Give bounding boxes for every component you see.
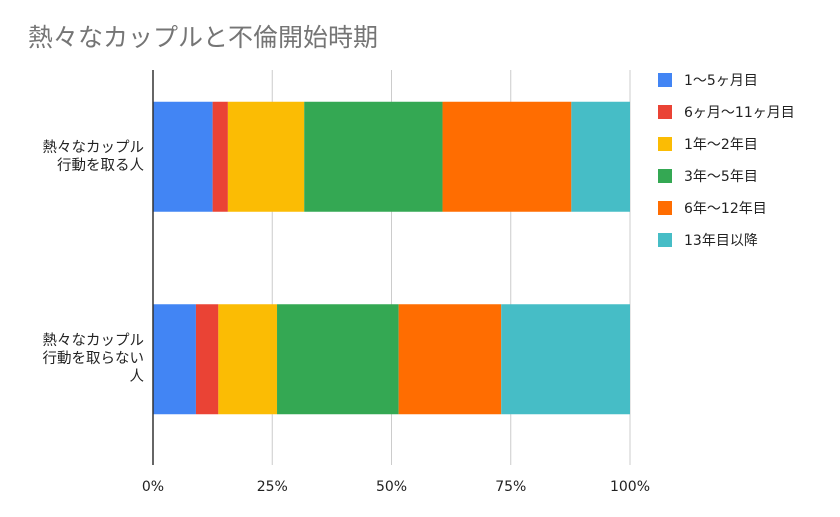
legend-label: 1年〜2年目 bbox=[684, 137, 758, 153]
legend-label: 6ヶ月〜11ヶ月目 bbox=[684, 105, 795, 121]
legend-label: 3年〜5年目 bbox=[684, 169, 758, 185]
category-label-1: 熱々なカップル 行動を取らない人 bbox=[4, 332, 145, 386]
bar-segment-0-5 bbox=[571, 101, 630, 212]
legend-swatch bbox=[658, 137, 672, 151]
legend-item-3: 3年〜5年目 bbox=[658, 160, 795, 192]
legend-swatch bbox=[658, 233, 672, 247]
bar-segment-0-1 bbox=[212, 101, 228, 212]
legend: 1〜5ヶ月目 6ヶ月〜11ヶ月目 1年〜2年目 3年〜5年目 6年〜12年目 13年目以降 bbox=[658, 64, 795, 256]
legend-item-5: 13年目以降 bbox=[658, 224, 795, 256]
bar-segment-0-3 bbox=[304, 101, 443, 212]
legend-item-0: 1〜5ヶ月目 bbox=[658, 64, 795, 96]
category-label-line: 行動を取る人 bbox=[57, 157, 144, 174]
legend-label: 13年目以降 bbox=[684, 233, 758, 249]
legend-label: 1〜5ヶ月目 bbox=[684, 73, 758, 89]
legend-swatch bbox=[658, 73, 672, 87]
axis: 0% 25% 50% 75% 100% bbox=[142, 70, 650, 495]
legend-swatch bbox=[658, 169, 672, 183]
x-tick-label: 100% bbox=[610, 479, 650, 495]
legend-item-2: 1年〜2年目 bbox=[658, 128, 795, 160]
category-label-line: 熱々なカップル bbox=[42, 139, 145, 156]
x-tick-label: 0% bbox=[142, 479, 164, 495]
x-tick-label: 75% bbox=[495, 479, 526, 495]
bar-segment-1-3 bbox=[277, 304, 399, 415]
x-tick-label: 25% bbox=[257, 479, 288, 495]
category-label-0: 熱々なカップル 行動を取る人 bbox=[4, 139, 145, 175]
category-label-line: 人 bbox=[129, 369, 145, 386]
legend-label: 6年〜12年目 bbox=[684, 201, 767, 217]
legend-swatch bbox=[658, 201, 672, 215]
bar-segment-0-2 bbox=[227, 101, 305, 212]
bar-segment-1-5 bbox=[501, 304, 630, 415]
bar-segment-1-2 bbox=[218, 304, 278, 415]
chart-title: 熱々なカップルと不倫開始時期 bbox=[28, 23, 379, 52]
category-label-line: 熱々なカップル bbox=[42, 333, 145, 350]
bar-segment-1-1 bbox=[195, 304, 219, 415]
x-tick-label: 50% bbox=[376, 479, 407, 495]
legend-swatch bbox=[658, 105, 672, 119]
bar-segment-1-0 bbox=[153, 304, 196, 415]
bar-segments bbox=[153, 101, 630, 415]
bar-segment-0-4 bbox=[442, 101, 572, 212]
bar-segment-1-4 bbox=[398, 304, 502, 415]
category-label-line: 行動を取らない bbox=[42, 351, 145, 368]
legend-item-1: 6ヶ月〜11ヶ月目 bbox=[658, 96, 795, 128]
legend-item-4: 6年〜12年目 bbox=[658, 192, 795, 224]
bar-segment-0-0 bbox=[153, 101, 213, 212]
